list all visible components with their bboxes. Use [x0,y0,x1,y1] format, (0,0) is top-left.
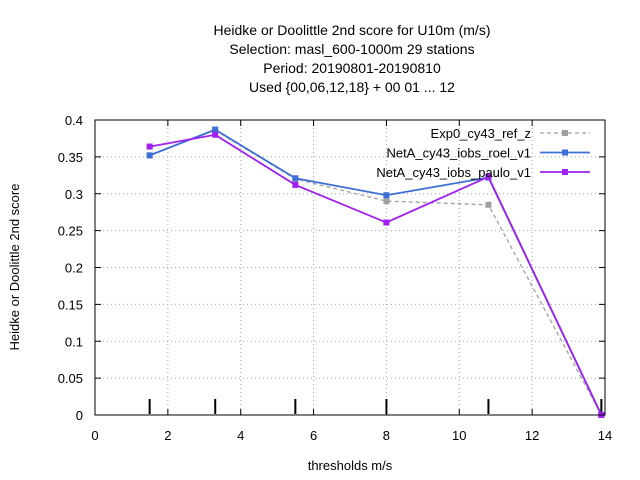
x-tick-label: 4 [237,428,244,443]
x-tick-label: 2 [164,428,171,443]
y-tick-label: 0.2 [65,261,83,276]
data-point [485,173,492,180]
series-line [149,133,603,416]
x-axis-label: thresholds m/s [308,458,393,473]
x-tick-label: 6 [310,428,317,443]
data-point [383,192,390,199]
y-tick-labels: 0 0.05 0.1 0.15 0.2 0.25 0.3 0.35 0.4 [58,113,83,423]
chart-title: Heidke or Doolittle 2nd score for U10m (… [214,22,491,95]
title-line-1: Heidke or Doolittle 2nd score for U10m (… [214,22,491,38]
data-point [292,175,299,182]
data-point [292,181,299,188]
legend-label: Exp0_cy43_ref_z [431,126,531,141]
y-tick-label: 0.1 [65,334,83,349]
title-line-4: Used {00,06,12,18} + 00 01 ... 12 [249,79,455,95]
data-point [146,152,153,159]
legend-item: NetA_cy43_iobs_roel_v1 [386,146,590,161]
x-tick-label: 8 [383,428,390,443]
legend-item: NetA_cy43_iobs_paulo_v1 [376,165,590,180]
legend-label: NetA_cy43_iobs_roel_v1 [386,146,531,161]
legend-marker [562,169,568,175]
y-tick-label: 0.4 [65,113,83,128]
data-point [212,131,219,138]
threshold-markers [148,399,603,414]
data-point [146,143,153,150]
data-point [485,201,492,208]
data-point [383,198,390,205]
y-tick-label: 0.25 [58,224,83,239]
axis-ticks [94,119,606,416]
data-point [383,219,390,226]
x-tick-labels: 0 2 4 6 8 10 12 14 [91,428,612,443]
legend-marker [562,130,568,136]
y-axis-label: Heidke or Doolittle 2nd score [7,184,22,351]
legend-marker [562,149,568,156]
title-line-2: Selection: masl_600-1000m 29 stations [229,41,474,57]
x-tick-label: 14 [598,428,612,443]
title-line-3: Period: 20190801-20190810 [263,60,441,76]
grid [95,120,605,415]
x-tick-label: 10 [452,428,466,443]
y-tick-label: 0 [76,408,83,423]
legend-item: Exp0_cy43_ref_z [431,126,590,141]
y-tick-label: 0.35 [58,150,83,165]
x-tick-label: 12 [525,428,539,443]
x-tick-label: 0 [91,428,98,443]
legend-label: NetA_cy43_iobs_paulo_v1 [376,165,531,180]
data-point [212,126,219,133]
y-tick-label: 0.15 [58,297,83,312]
y-tick-label: 0.05 [58,371,83,386]
legend: Exp0_cy43_ref_z NetA_cy43_iobs_roel_v1 Net… [376,126,590,180]
y-tick-label: 0.3 [65,187,83,202]
